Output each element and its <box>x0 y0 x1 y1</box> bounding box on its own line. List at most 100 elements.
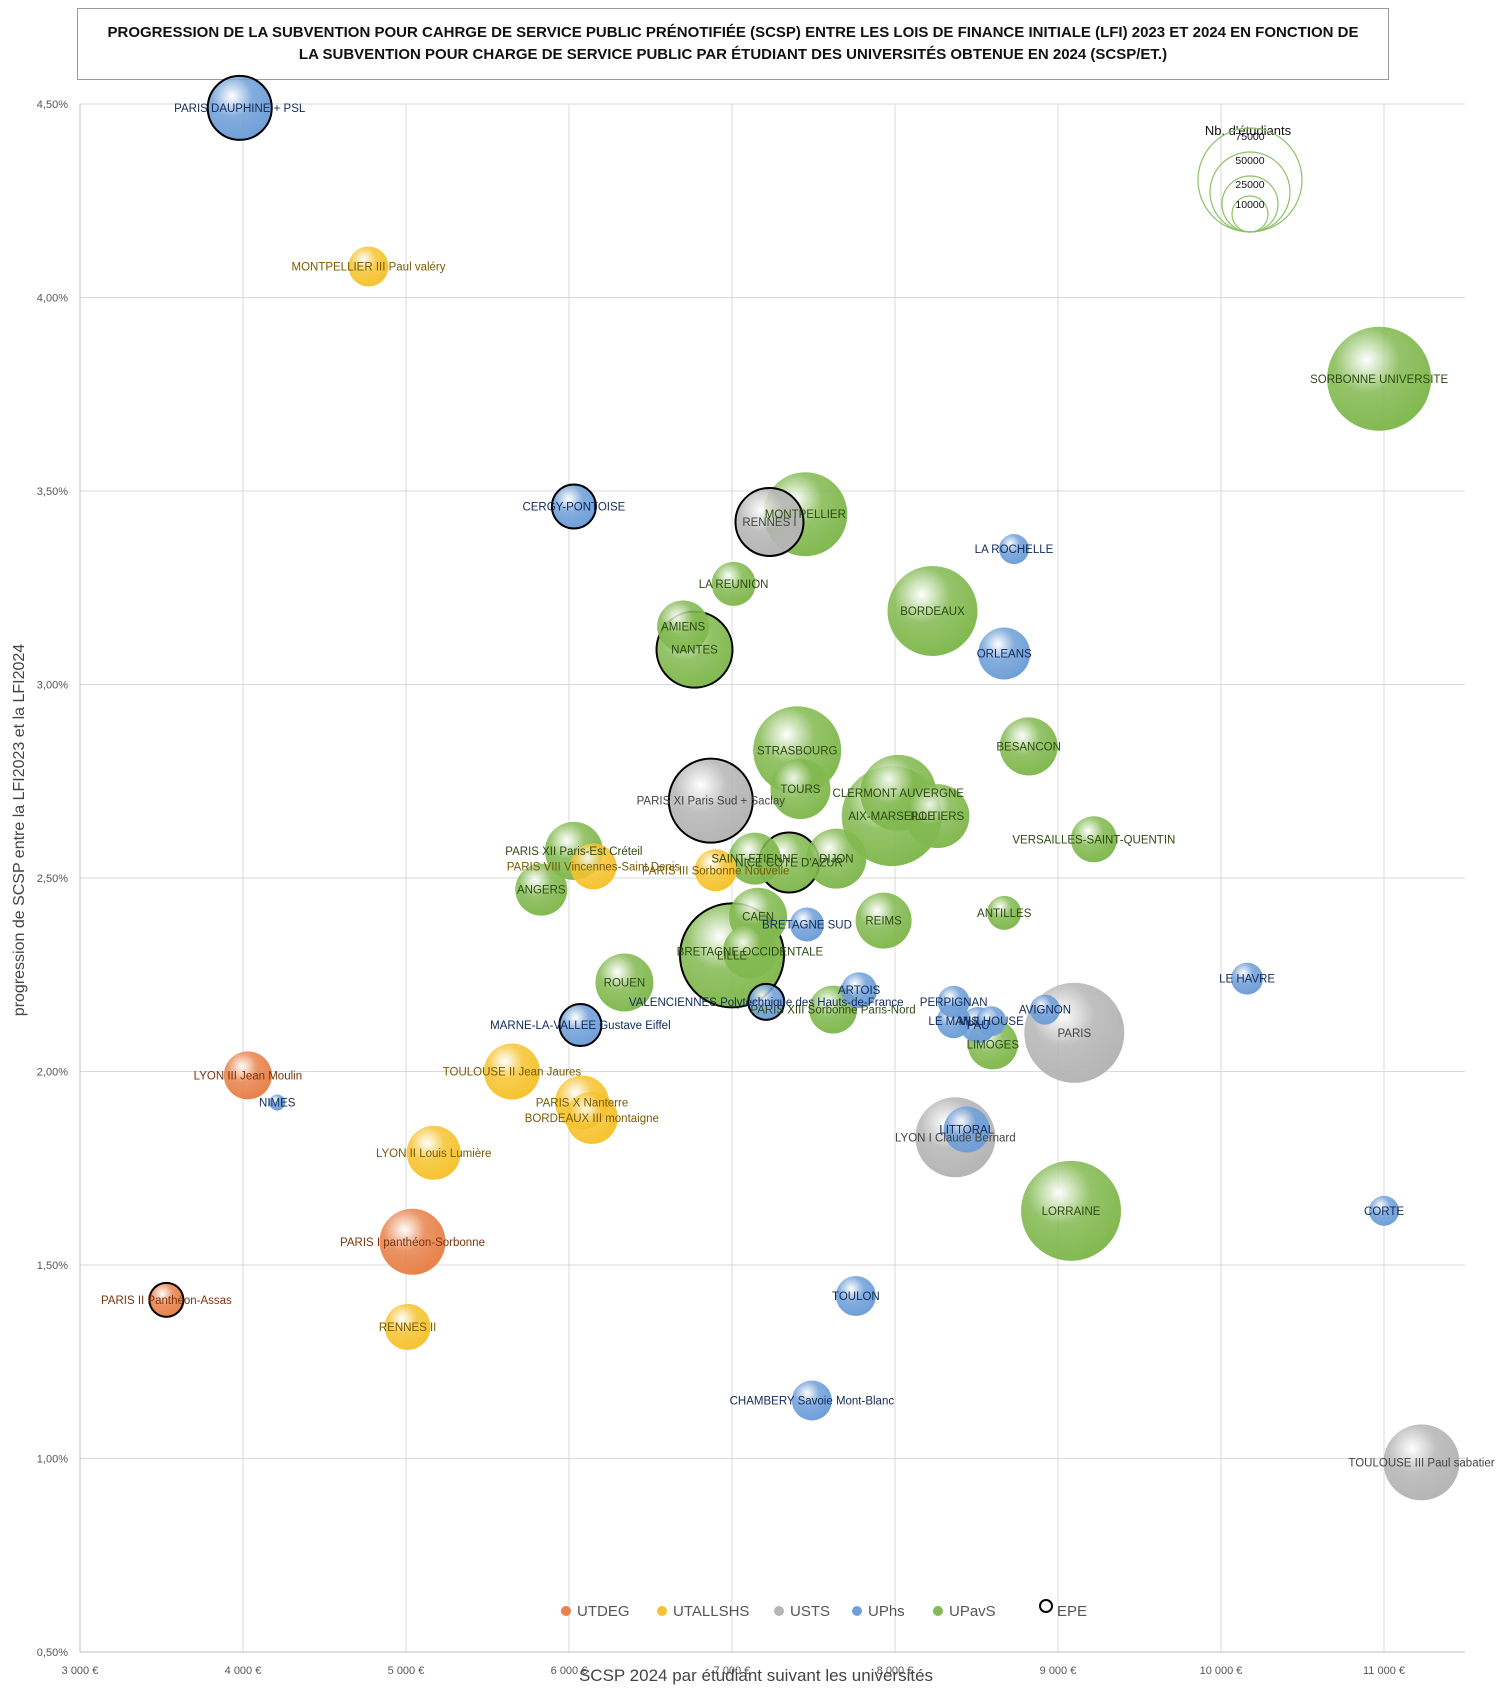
y-tick-label: 4,50% <box>37 99 68 111</box>
bubble-label-strasbourg: STRASBOURG <box>757 745 838 757</box>
x-axis-title: SCSP 2024 par étudiant suivant les unive… <box>578 1666 934 1685</box>
bubble-label-la-reunion: LA REUNION <box>699 579 769 591</box>
bubble-bretagne-sud <box>789 907 824 942</box>
bubble-label-rouen: ROUEN <box>604 977 646 989</box>
x-tick-label: 8 000 € <box>877 1665 914 1677</box>
bubble-label-antilles: ANTILLES <box>977 908 1032 920</box>
bubble-label-bretagne-occidentale: BRETAGNE OCCIDENTALE <box>677 947 824 959</box>
bubble-saint-etienne <box>728 832 781 885</box>
x-tick-label: 3 000 € <box>62 1665 99 1677</box>
bubble-label-besancon: BESANCON <box>996 741 1061 753</box>
bubble-label-rennes-i: RENNES I <box>742 517 796 529</box>
bubble-label-lille: LILLE <box>717 950 747 962</box>
bubble-label-lorraine: LORRAINE <box>1042 1206 1101 1218</box>
bubble-label-cergy-pontoise: CERGY-PONTOISE <box>522 501 625 513</box>
size-legend-value: 50000 <box>1235 155 1264 167</box>
bubble-label-perpignan: PERPIGNAN <box>920 997 988 1009</box>
bubble-rennes-ii <box>384 1303 431 1350</box>
bubble-perpignan <box>937 985 970 1018</box>
bubble-lorraine <box>1021 1160 1122 1261</box>
legend-marker-utallshs <box>657 1606 667 1616</box>
bubble-label-paris-iii-sorbonne-nouvelle: PARIS III Sorbonne Nouvelle <box>642 865 789 877</box>
legend-marker-usts <box>774 1606 784 1616</box>
bubble-label-caen: CAEN <box>742 912 774 924</box>
bubble-lyon-iii-jean-moulin <box>223 1051 272 1100</box>
bubble-besancon <box>999 717 1058 776</box>
y-tick-label: 4,00% <box>37 293 68 305</box>
bubble-paris-i-pantheon-sorbonne <box>379 1208 446 1275</box>
bubble-label-paris-viii-vincennes-saint-denis: PARIS VIII Vincennes-Saint Denis <box>507 861 681 873</box>
bubble-label-versailles-saint-quentin: VERSAILLES-SAINT-QUENTIN <box>1012 834 1175 846</box>
bubble-label-toulon: TOULON <box>832 1291 880 1303</box>
chart-title: PROGRESSION DE LA SUBVENTION POUR CAHRGE… <box>77 8 1389 80</box>
size-legend-value: 75000 <box>1235 131 1264 143</box>
bubble-label-bordeaux-iii-montaigne: BORDEAUX III montaigne <box>525 1113 659 1125</box>
bubble-paris-viii-vincennes-saint-denis <box>570 843 617 890</box>
bubble-rouen <box>595 953 654 1012</box>
legend-label-uphs: UPhs <box>868 1603 905 1620</box>
bubble-amiens <box>657 600 710 653</box>
y-tick-label: 2,50% <box>37 873 68 885</box>
size-legend-value: 10000 <box>1235 199 1264 211</box>
bubble-label-poitiers: POITIERS <box>911 811 965 823</box>
bubble-valenciennes-polytechnique-des-hauts-de-france <box>747 982 786 1021</box>
bubble-mulhouse <box>976 1006 1007 1037</box>
legend-marker-upavs <box>933 1606 943 1616</box>
y-tick-label: 3,50% <box>37 486 68 498</box>
bubble-label-paris-xii-paris-est-creteil: PARIS XII Paris-Est Créteil <box>505 846 642 858</box>
bubble-label-aix-marseille: AIX-MARSEILLE <box>848 811 935 823</box>
size-legend-value: 25000 <box>1235 179 1264 191</box>
bubble-label-paris-xiii-sorbonne-paris-nord: PARIS XIII Sorbonne Paris-Nord <box>750 1005 915 1017</box>
bubble-marne-la-vallee-gustave-eiffel <box>558 1003 603 1048</box>
bubble-label-reims: REIMS <box>865 916 902 928</box>
bubble-label-orleans: ORLEANS <box>977 649 1032 661</box>
bubble-label-nice-cote-d-azur: NICE COTE D'AZUR <box>735 858 843 870</box>
bubble-label-clermont-auvergne: CLERMONT AUVERGNE <box>833 788 965 800</box>
bubble-rennes-i <box>734 486 805 557</box>
legend-marker-epe <box>1039 1599 1053 1613</box>
bubble-label-saint-etienne: SAINT-ETIENNE <box>711 854 798 866</box>
bubble-label-paris: PARIS <box>1057 1028 1091 1040</box>
bubble-corte <box>1369 1195 1399 1226</box>
bubble-tours <box>770 758 831 819</box>
bubble-label-valenciennes-polytechnique-des-hauts-de-france: VALENCIENNES Polytechnique des Hauts-de-… <box>629 997 904 1009</box>
bubble-label-corte: CORTE <box>1364 1206 1404 1218</box>
bubble-labels: PARIS DAUPHINE + PSL MONTPELLIER III Paul… <box>101 103 1495 1469</box>
bubble-label-bordeaux: BORDEAUX <box>900 606 965 618</box>
bubble-bordeaux-iii-montaigne <box>565 1091 618 1144</box>
bubble-label-bretagne-sud: BRETAGNE SUD <box>762 919 852 931</box>
bubble-chambery-savoie-mont-blanc <box>791 1380 832 1421</box>
bubble-label-montpellier-iii-paul-valery: MONTPELLIER III Paul valéry <box>291 262 445 274</box>
bubble-label-marne-la-vallee-gustave-eiffel: MARNE-LA-VALLEE Gustave Eiffel <box>490 1020 670 1032</box>
bubble-label-avignon: AVIGNON <box>1019 1005 1071 1017</box>
bubble-paris-ii-pantheon-assas <box>148 1281 185 1318</box>
x-tick-label: 4 000 € <box>225 1665 262 1677</box>
bubble-label-paris-x-nanterre: PARIS X Nanterre <box>536 1097 628 1109</box>
bubble-label-paris-dauphine-psl: PARIS DAUPHINE + PSL <box>174 103 306 115</box>
y-tick-label: 1,00% <box>37 1454 68 1466</box>
bubble-label-toulouse-ii-jean-jaures: TOULOUSE II Jean Jaures <box>443 1067 582 1079</box>
bubble-antilles <box>987 895 1022 930</box>
axes: 0,50% 1,00% 1,50% 2,00% 2,50% 3,00% 3,50% 4,00%… <box>37 99 1465 1677</box>
bubble-label-paris-ii-pantheon-assas: PARIS II Panthéon-Assas <box>101 1295 232 1307</box>
bubble-la-rochelle <box>998 534 1029 565</box>
bubble-versailles-saint-quentin <box>1070 816 1117 863</box>
bubble-paris-iii-sorbonne-nouvelle <box>694 849 737 892</box>
bubble-cergy-pontoise <box>550 483 597 530</box>
bubble-label-montpellier: MONTPELLIER <box>765 509 846 521</box>
y-tick-label: 2,00% <box>37 1067 68 1079</box>
bubble-montpellier-iii-paul-valery <box>348 246 389 287</box>
bubble-reims <box>855 892 912 949</box>
bubble-bretagne-occidentale <box>722 924 777 979</box>
bubble-label-toulouse-iii-paul-sabatier: TOULOUSE III Paul sabatier <box>1348 1457 1494 1469</box>
y-axis-title: progression de SCSP entre la LFI2023 et … <box>11 643 28 1017</box>
legend-marker-utdeg <box>561 1606 571 1616</box>
bubble-label-nimes: NIMES <box>259 1097 296 1109</box>
series-legend: UTDEG UTALLSHS USTS UPhs UPavS EPE <box>561 1599 1087 1620</box>
bubble-label-mulhouse: MULHOUSE <box>959 1016 1025 1028</box>
bubble-label-amiens: AMIENS <box>661 621 705 633</box>
bubble-label-angers: ANGERS <box>517 885 566 897</box>
